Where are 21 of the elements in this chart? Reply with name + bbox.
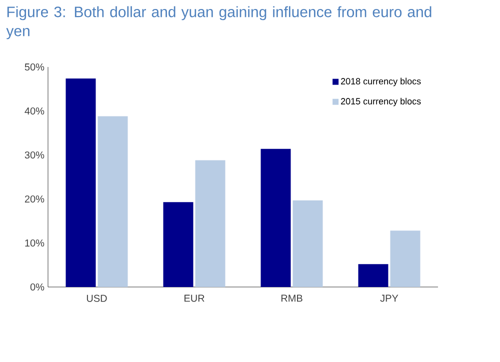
x-tick-label: EUR [184,294,204,302]
y-tick-label: 30% [24,151,44,159]
x-tick-label: RMB [281,294,302,302]
legend-label: 2015 currency blocs [341,98,421,106]
x-tick-label: JPY [380,294,398,302]
bar [358,264,388,287]
bar [66,78,96,287]
bar [390,230,420,287]
bar [260,148,291,287]
chart-title: Figure 3: Both dollar and yuan gaining influence from euro and yen [6,6,432,40]
bar [98,116,128,287]
y-tick-label: 0% [30,283,44,291]
bar [195,160,226,287]
y-tick-label: 50% [24,63,44,71]
x-tick-label: USD [86,294,107,302]
bar [163,202,194,287]
legend-label: 2018 currency blocs [341,78,421,86]
y-tick-label: 10% [25,239,44,247]
y-tick-label: 40% [24,107,44,115]
bar [292,200,323,287]
y-tick-label: 20% [24,195,44,203]
